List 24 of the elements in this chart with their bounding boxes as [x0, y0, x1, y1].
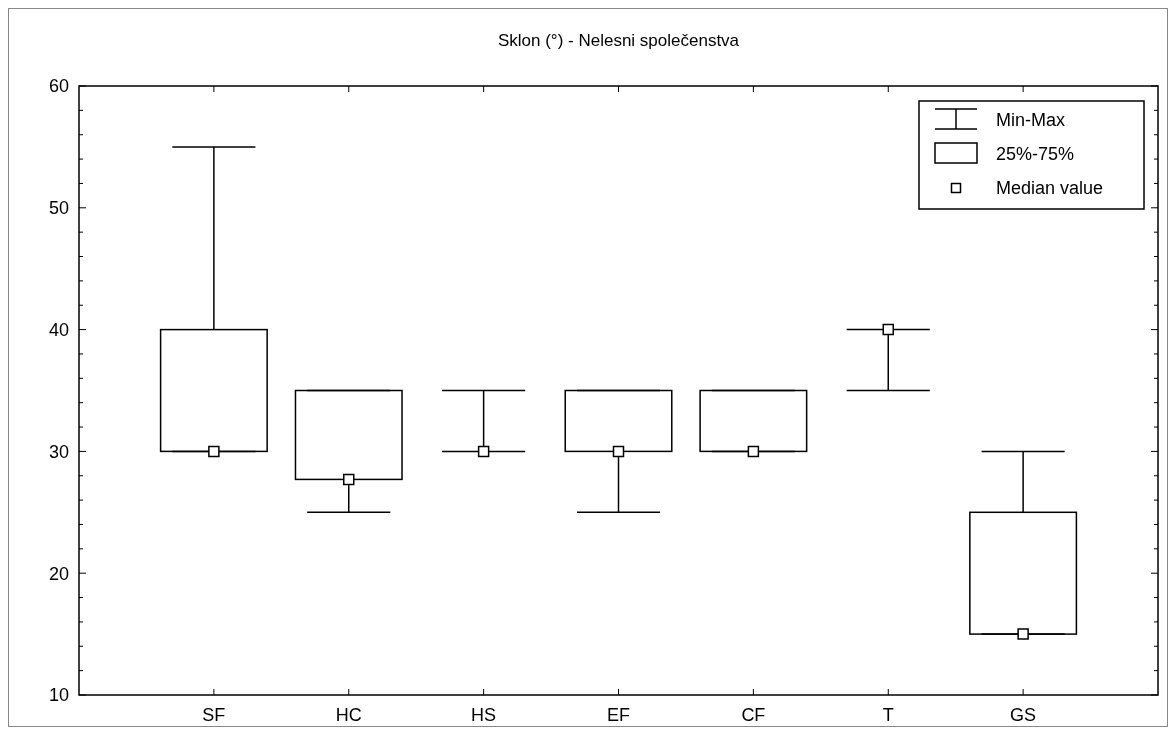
annotation: Min-Max [996, 110, 1066, 131]
y-tick-label: 20 [48, 563, 69, 584]
y-tick-label: 30 [48, 441, 69, 462]
x-tick-label: T [882, 705, 894, 725]
point [612, 445, 625, 458]
annotation: 25%-75% [996, 144, 1075, 165]
point [208, 445, 220, 458]
y-tick-label: 10 [48, 685, 69, 706]
point [747, 445, 760, 458]
chart-title: Sklon (°) - Nelesni společenstva [497, 31, 740, 50]
y-tick-label: 50 [48, 198, 69, 219]
y-tick-label: 60 [48, 76, 69, 97]
x-tick-label: CF [741, 705, 766, 725]
x-tick-label: SF [202, 705, 226, 725]
x-tick-label: EF [606, 705, 631, 725]
point [1017, 628, 1029, 640]
point [882, 323, 894, 336]
y-tick-label: 40 [48, 319, 69, 340]
point [477, 445, 490, 458]
x-tick-label: GS [1010, 705, 1037, 725]
point [343, 473, 355, 486]
x-tick-label: HS [471, 705, 497, 725]
x-tick-label: HC [335, 705, 362, 725]
legend-label: Median value [996, 178, 1104, 199]
